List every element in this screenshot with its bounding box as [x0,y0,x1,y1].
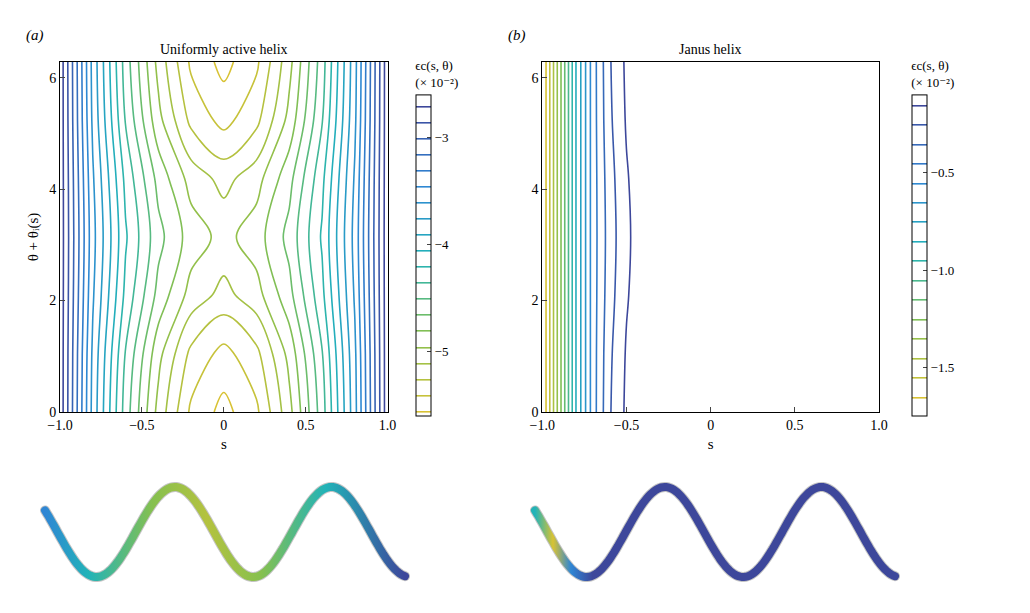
svg-text:2: 2 [49,293,56,308]
svg-text:−0.5: −0.5 [129,418,154,433]
svg-text:−4: −4 [435,237,449,252]
svg-text:1.0: 1.0 [870,418,888,433]
svg-text:Janus helix: Janus helix [679,42,742,57]
svg-text:0: 0 [220,418,227,433]
svg-text:s: s [221,436,227,452]
svg-text:1.0: 1.0 [379,418,397,433]
svg-text:6: 6 [49,71,56,86]
svg-text:0: 0 [532,405,539,420]
svg-text:−0.5: −0.5 [931,165,955,180]
svg-text:0.5: 0.5 [297,418,315,433]
svg-text:2: 2 [532,293,539,308]
svg-text:ϵc(s, θ)(× 10⁻²): ϵc(s, θ)(× 10⁻²) [415,58,458,90]
svg-text:4: 4 [49,182,56,197]
svg-text:−0.5: −0.5 [614,418,639,433]
svg-text:−1.0: −1.0 [931,263,955,278]
svg-text:ϵc(s, θ)(× 10⁻²): ϵc(s, θ)(× 10⁻²) [911,58,954,90]
svg-text:−1.0: −1.0 [47,418,72,433]
svg-text:(a): (a) [26,27,44,44]
svg-text:s: s [708,436,714,452]
svg-text:0.5: 0.5 [786,418,804,433]
svg-text:Uniformly active helix: Uniformly active helix [160,42,288,57]
svg-text:−1.0: −1.0 [530,418,555,433]
svg-text:6: 6 [532,71,539,86]
svg-text:(b): (b) [508,27,526,44]
svg-text:−5: −5 [435,344,449,359]
svg-text:4: 4 [532,182,539,197]
svg-text:−1.5: −1.5 [931,360,955,375]
svg-text:0: 0 [707,418,714,433]
svg-text:θ + θᵢ(s): θ + θᵢ(s) [25,213,42,262]
svg-text:0: 0 [49,405,56,420]
svg-text:−3: −3 [435,130,449,145]
